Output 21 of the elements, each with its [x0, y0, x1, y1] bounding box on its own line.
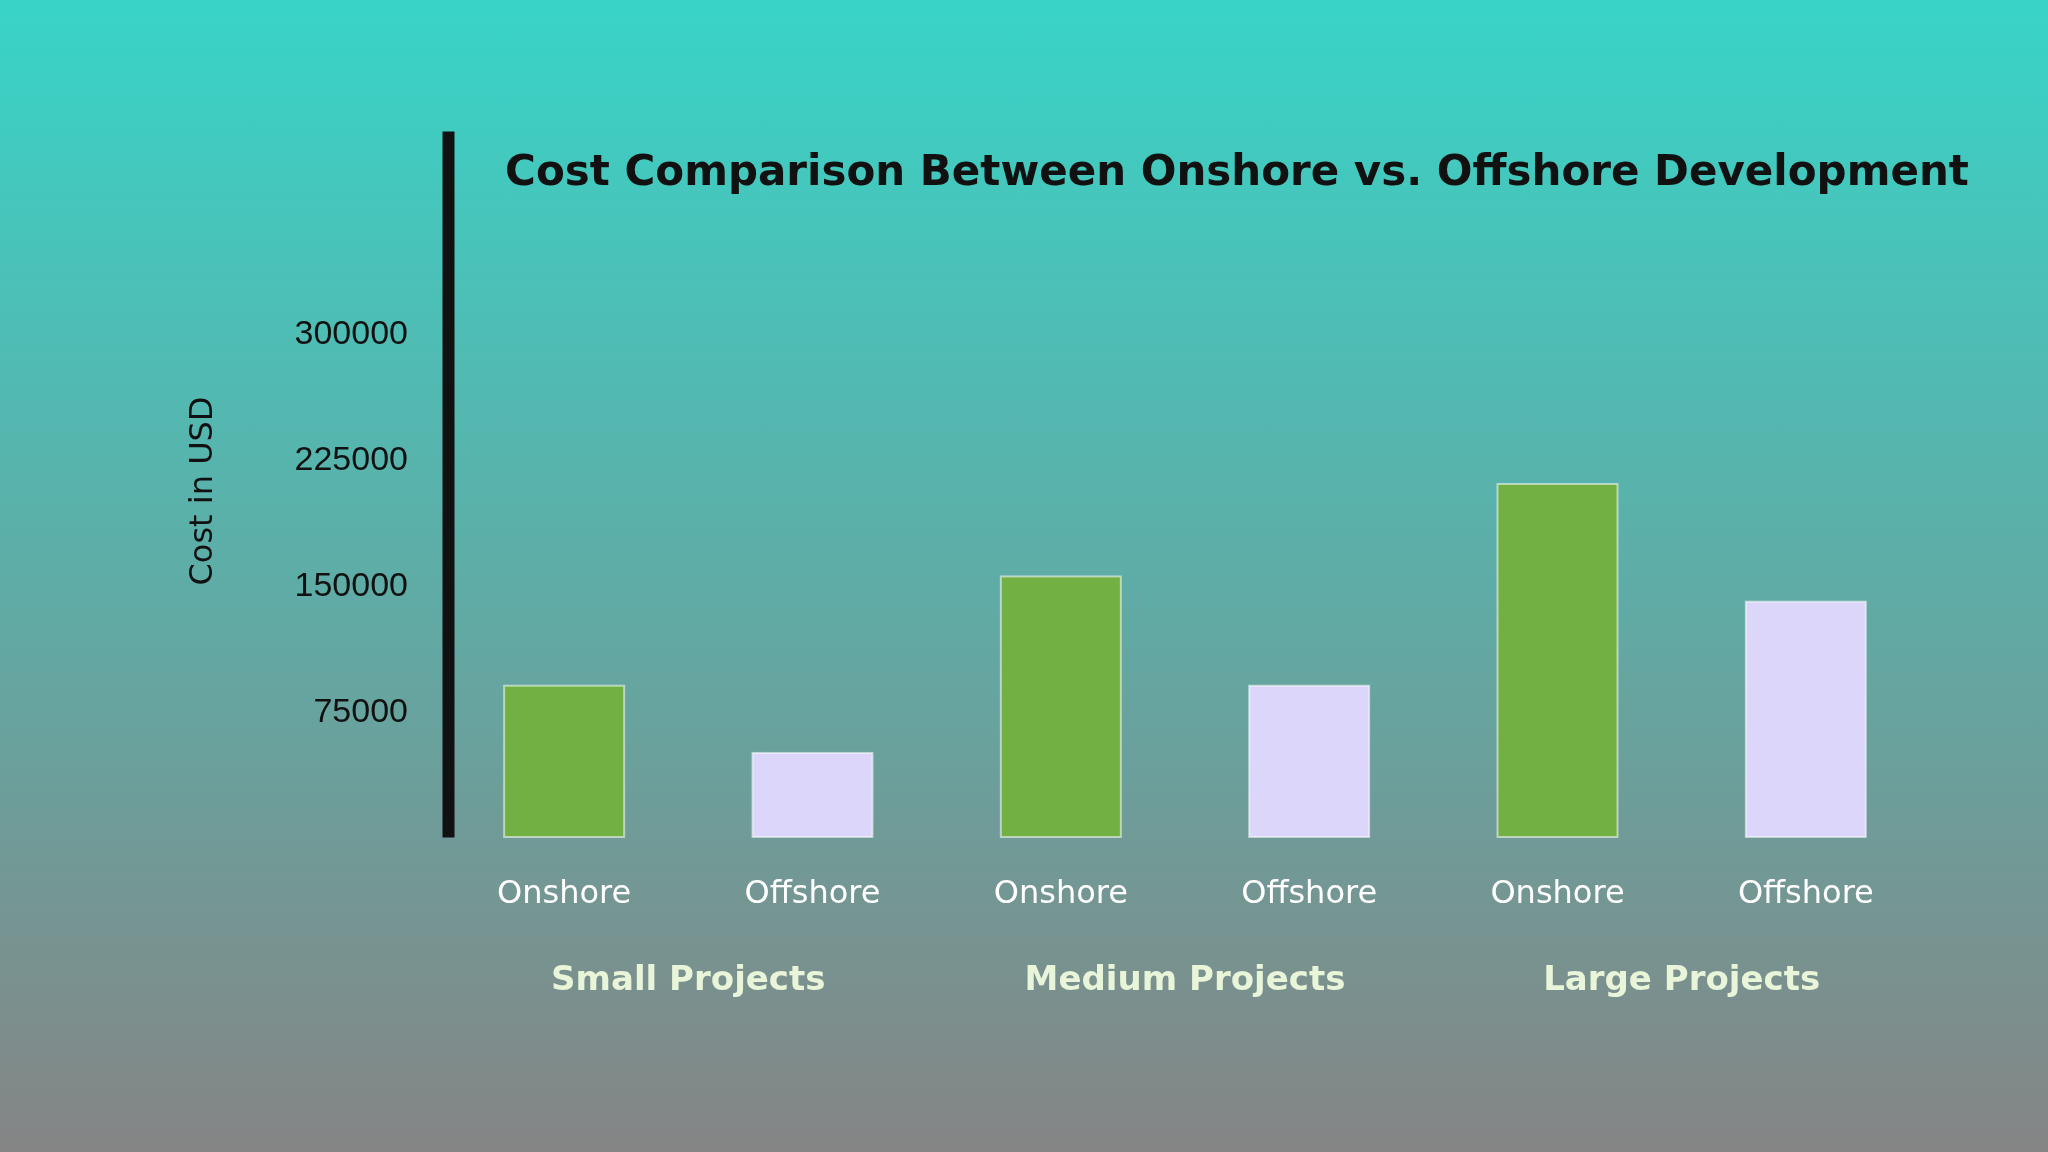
- bar: [1496, 483, 1619, 838]
- bar: [1744, 600, 1867, 838]
- y-axis-title: Cost in USD: [182, 396, 220, 586]
- x-tick-label: Large Projects: [1543, 958, 1821, 998]
- y-tick-label: 300000: [294, 313, 408, 352]
- bar: [1248, 684, 1371, 838]
- y-tick-label: 150000: [294, 565, 408, 604]
- x-tick-label: Small Projects: [551, 958, 826, 998]
- bar: [751, 751, 874, 838]
- series-label: Offshore: [1241, 873, 1378, 911]
- y-tick-label: 225000: [294, 439, 408, 478]
- chart-title: Cost Comparison Between Onshore vs. Offshore Development: [505, 146, 1969, 195]
- bar: [999, 575, 1122, 838]
- bar: [503, 684, 626, 838]
- text: Onshore: [993, 873, 1128, 911]
- text: Offshore: [744, 873, 881, 911]
- x-tick-label: Medium Projects: [1024, 958, 1346, 998]
- text: Onshore: [497, 873, 632, 911]
- y-tick-label: 75000: [313, 691, 408, 730]
- text: Offshore: [1737, 873, 1874, 911]
- series-label: Onshore: [1490, 873, 1625, 911]
